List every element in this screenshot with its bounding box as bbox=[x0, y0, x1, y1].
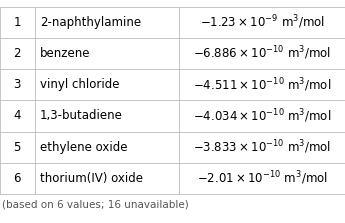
Text: ethylene oxide: ethylene oxide bbox=[40, 141, 127, 154]
Text: $-2.01\times10^{-10}$ m$^3$/mol: $-2.01\times10^{-10}$ m$^3$/mol bbox=[197, 170, 328, 187]
Text: thorium(IV) oxide: thorium(IV) oxide bbox=[40, 172, 143, 185]
Text: $-3.833\times10^{-10}$ m$^3$/mol: $-3.833\times10^{-10}$ m$^3$/mol bbox=[193, 138, 331, 156]
Text: 5: 5 bbox=[13, 141, 21, 154]
Text: $-4.511\times10^{-10}$ m$^3$/mol: $-4.511\times10^{-10}$ m$^3$/mol bbox=[193, 76, 332, 93]
Text: 4: 4 bbox=[13, 109, 21, 122]
Text: $-4.034\times10^{-10}$ m$^3$/mol: $-4.034\times10^{-10}$ m$^3$/mol bbox=[193, 107, 332, 125]
Text: 3: 3 bbox=[13, 78, 21, 91]
Text: 2-naphthylamine: 2-naphthylamine bbox=[40, 16, 141, 29]
Text: $-6.886\times10^{-10}$ m$^3$/mol: $-6.886\times10^{-10}$ m$^3$/mol bbox=[193, 45, 331, 62]
Text: $-1.23\times10^{-9}$ m$^3$/mol: $-1.23\times10^{-9}$ m$^3$/mol bbox=[200, 14, 325, 31]
Text: 6: 6 bbox=[13, 172, 21, 185]
Text: vinyl chloride: vinyl chloride bbox=[40, 78, 119, 91]
Text: (based on 6 values; 16 unavailable): (based on 6 values; 16 unavailable) bbox=[2, 200, 188, 210]
Text: 1,3-butadiene: 1,3-butadiene bbox=[40, 109, 122, 122]
Text: benzene: benzene bbox=[40, 47, 90, 60]
Text: 2: 2 bbox=[13, 47, 21, 60]
Text: 1: 1 bbox=[13, 16, 21, 29]
